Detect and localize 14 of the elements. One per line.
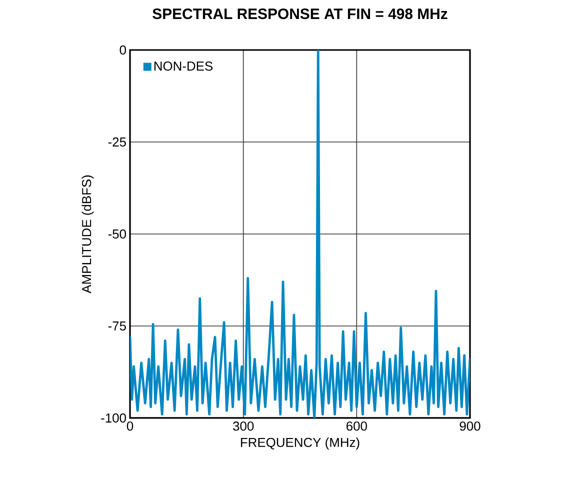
y-axis-title: AMPLITUDE (dBFS) [82,175,94,294]
y-tick-label: 0 [120,45,126,55]
chart-title: SPECTRAL RESPONSE AT FIN = 498 MHz [152,8,448,20]
x-tick-label: 600 [346,422,367,431]
x-tick-label: 300 [233,422,254,431]
y-tick-label: -50 [108,229,126,239]
x-tick-label: 900 [460,422,480,431]
line-series [130,50,470,418]
y-tick-label: -100 [101,413,126,423]
y-tick-label: -25 [108,137,126,147]
y-tick-label: -75 [108,321,126,330]
legend-label: NON-DES [154,62,213,71]
x-tick-label: 0 [126,422,134,431]
x-axis-title: FREQUENCY (MHz) [240,438,360,450]
